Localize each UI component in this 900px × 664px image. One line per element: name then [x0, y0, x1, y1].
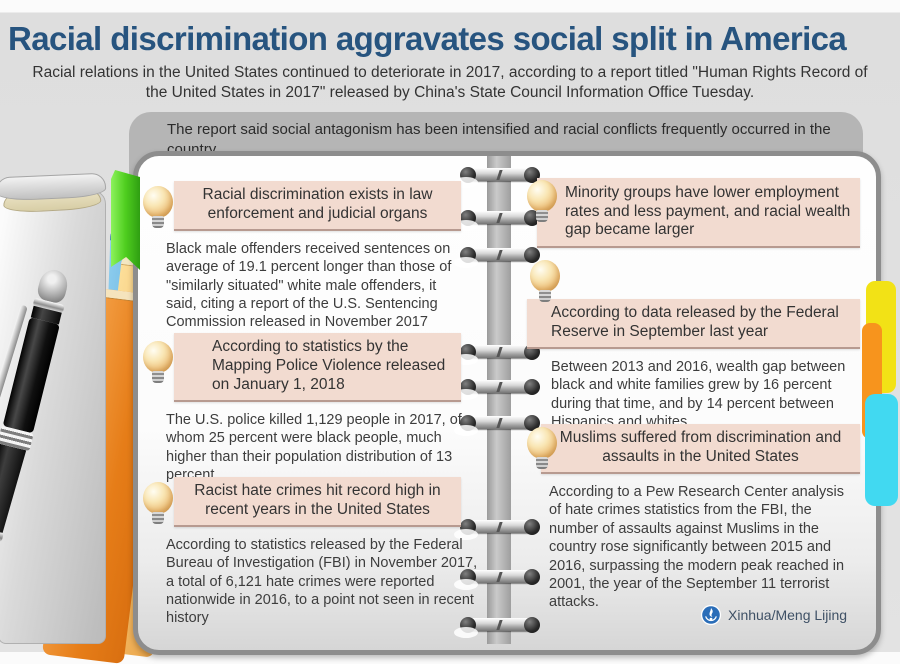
- section-heading: Muslims suffered from discrimination and…: [541, 424, 860, 474]
- section-minority-employment: Minority groups have lower employment ra…: [524, 178, 860, 248]
- spiral-ring: [454, 569, 540, 590]
- section-law-enforcement: Racial discrimination exists in law enfo…: [141, 181, 461, 332]
- cyan-tab: [865, 394, 898, 506]
- section-muslims-discrimination: Muslims suffered from discrimination and…: [524, 424, 860, 612]
- section-heading: According to statistics by the Mapping P…: [174, 333, 461, 402]
- credit-text: Xinhua/Meng Lijing: [728, 607, 848, 623]
- green-bookmark: [111, 170, 140, 270]
- section-federal-reserve: According to data released by the Federa…: [524, 260, 860, 432]
- lightbulb-icon: [143, 341, 175, 385]
- spiral-ring: [454, 519, 540, 540]
- lightbulb-icon: [527, 427, 559, 471]
- spiral-ring: [454, 344, 540, 365]
- lightbulb-icon: [143, 482, 175, 526]
- section-body: According to statistics released by the …: [166, 536, 478, 627]
- section-police-violence: According to statistics by the Mapping P…: [141, 333, 462, 484]
- lightbulb-icon: [530, 260, 562, 304]
- section-hate-crimes: Racist hate crimes hit record high in re…: [141, 477, 477, 628]
- section-heading: Racial discrimination exists in law enfo…: [174, 181, 461, 231]
- section-heading: According to data released by the Federa…: [527, 299, 860, 349]
- section-heading: Racist hate crimes hit record high in re…: [174, 477, 461, 527]
- spiral-ring: [454, 617, 540, 638]
- section-body: Black male offenders received sentences …: [166, 240, 452, 331]
- subtitle: Racial relations in the United States co…: [32, 64, 868, 102]
- spiral-ring: [454, 379, 540, 400]
- section-body: According to a Pew Research Center analy…: [549, 484, 845, 611]
- spiral-ring: [454, 247, 540, 268]
- lightbulb-icon: [143, 186, 175, 230]
- page-title: Racial discrimination aggravates social …: [8, 20, 847, 57]
- spiral-spine: [487, 156, 511, 644]
- section-body: Between 2013 and 2016, wealth gap betwee…: [551, 359, 846, 431]
- spiral-ring: [454, 167, 540, 188]
- lightbulb-icon: [527, 180, 559, 224]
- credit: Xinhua/Meng Lijing: [700, 604, 847, 626]
- section-heading: Minority groups have lower employment ra…: [537, 178, 860, 248]
- xinhua-logo-icon: [700, 604, 722, 626]
- section-body: The U.S. police killed 1,129 people in 2…: [166, 411, 462, 483]
